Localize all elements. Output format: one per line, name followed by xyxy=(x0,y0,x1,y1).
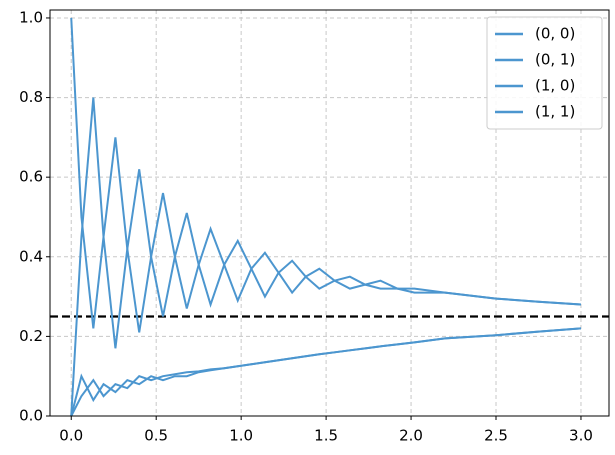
legend-label: (0, 0) xyxy=(535,25,575,43)
y-tick-label: 0.0 xyxy=(19,407,43,425)
y-tick-label: 1.0 xyxy=(19,8,43,26)
x-tick-label: 1.5 xyxy=(314,427,338,445)
legend-label: (0, 1) xyxy=(535,51,575,69)
legend-label: (1, 1) xyxy=(535,103,575,121)
y-tick-label: 0.6 xyxy=(19,168,43,186)
legend-label: (1, 0) xyxy=(535,77,575,95)
x-tick-label: 2.5 xyxy=(484,427,508,445)
x-tick-label: 3.0 xyxy=(569,427,593,445)
x-tick-label: 1.0 xyxy=(229,427,253,445)
plot-frame xyxy=(49,9,610,417)
y-tick-label: 0.4 xyxy=(19,247,43,265)
series-line xyxy=(70,97,582,417)
x-tick-label: 2.0 xyxy=(399,427,423,445)
legend-box xyxy=(486,16,603,130)
y-tick-label: 0.2 xyxy=(19,327,43,345)
y-tick-label: 0.8 xyxy=(19,88,43,106)
x-tick-label: 0.5 xyxy=(144,427,168,445)
x-tick-label: 0.0 xyxy=(59,427,83,445)
series-line xyxy=(70,327,582,417)
